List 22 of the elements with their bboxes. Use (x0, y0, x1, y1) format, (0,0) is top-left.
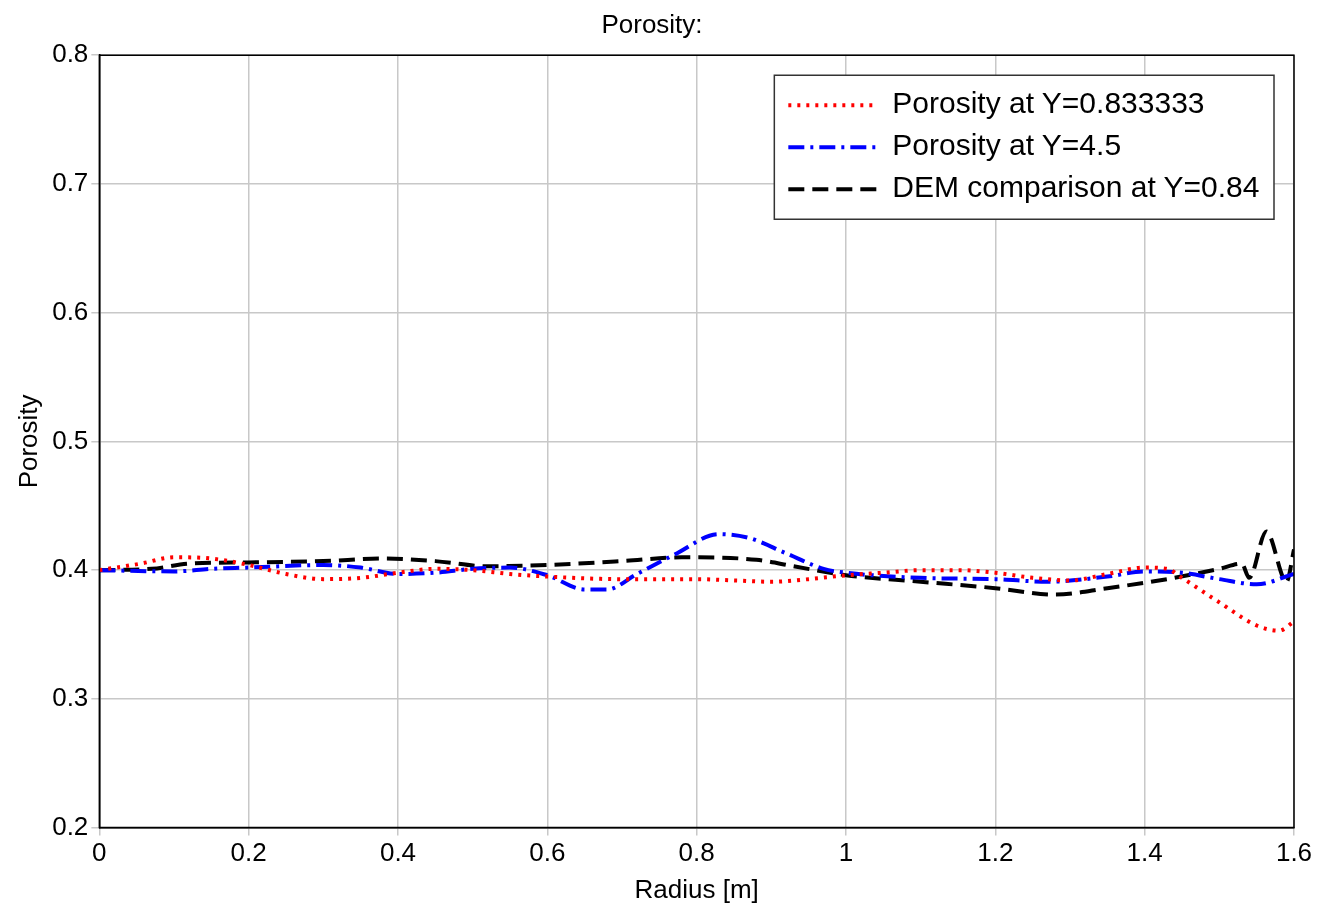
x-tick-label: 0.2 (230, 837, 267, 868)
y-tick-label: 0.7 (52, 167, 89, 198)
y-tick-label: 0.4 (52, 553, 89, 584)
legend-label: DEM comparison at Y=0.84 (892, 170, 1260, 204)
y-tick-label: 0.8 (52, 38, 89, 69)
x-tick-label: 1 (838, 837, 854, 868)
x-tick-label: 1.6 (1275, 837, 1313, 868)
y-axis-title: Porosity (12, 394, 43, 489)
y-tick-label: 0.3 (52, 682, 89, 713)
x-tick-label: 0.8 (678, 837, 715, 868)
legend-label: Porosity at Y=4.5 (892, 128, 1122, 162)
x-tick-label: 1.4 (1126, 837, 1163, 868)
x-tick-label: 0 (92, 837, 107, 868)
y-tick-label: 0.5 (52, 424, 89, 455)
x-tick-label: 1.2 (977, 837, 1014, 868)
x-axis-title: Radius [m] (634, 873, 759, 904)
y-tick-label: 0.6 (52, 295, 89, 326)
y-tick-label: 0.2 (52, 810, 89, 841)
x-tick-label: 0.4 (379, 837, 417, 868)
x-tick-label: 0.6 (529, 837, 566, 868)
legend-label: Porosity at Y=0.833333 (892, 86, 1205, 120)
chart-title: Porosity: (601, 8, 703, 39)
